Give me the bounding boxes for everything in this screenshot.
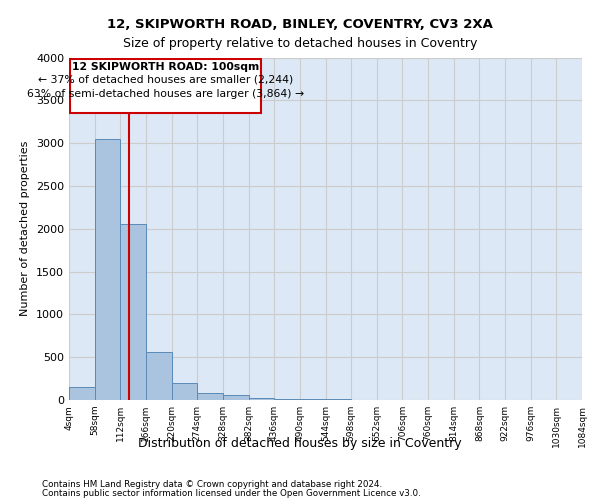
Bar (69, 387, 95, 400)
Bar (274, 398, 300, 400)
Text: Contains public sector information licensed under the Open Government Licence v3: Contains public sector information licen… (42, 488, 421, 498)
Y-axis label: Number of detached properties: Number of detached properties (20, 141, 31, 316)
Bar (95, 139, 121, 400)
Text: Contains HM Land Registry data © Crown copyright and database right 2024.: Contains HM Land Registry data © Crown c… (42, 480, 382, 489)
Text: ← 37% of detached houses are smaller (2,244): ← 37% of detached houses are smaller (2,… (38, 74, 293, 85)
Text: 12, SKIPWORTH ROAD, BINLEY, COVENTRY, CV3 2XA: 12, SKIPWORTH ROAD, BINLEY, COVENTRY, CV… (107, 18, 493, 30)
Text: 12 SKIPWORTH ROAD: 100sqm: 12 SKIPWORTH ROAD: 100sqm (72, 62, 259, 72)
Bar (172, 383, 197, 400)
Bar (248, 398, 274, 400)
Bar (300, 399, 325, 400)
Text: Size of property relative to detached houses in Coventry: Size of property relative to detached ho… (123, 38, 477, 51)
Bar (146, 352, 172, 400)
Text: Distribution of detached houses by size in Coventry: Distribution of detached houses by size … (138, 438, 462, 450)
Bar (223, 395, 248, 400)
Text: 63% of semi-detached houses are larger (3,864) →: 63% of semi-detached houses are larger (… (27, 89, 304, 99)
Bar (121, 224, 146, 400)
Bar (197, 393, 223, 400)
Bar (70, 59, 262, 113)
